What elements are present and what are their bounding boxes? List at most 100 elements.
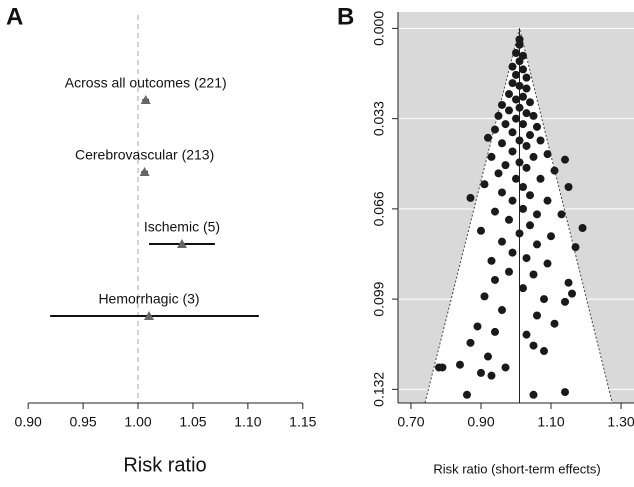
study-point bbox=[526, 98, 535, 107]
study-point bbox=[561, 155, 570, 164]
study-point bbox=[508, 248, 517, 257]
x-tick-label: 0.95 bbox=[69, 414, 96, 430]
x-tick-label: 1.15 bbox=[289, 414, 316, 430]
study-point bbox=[522, 84, 531, 93]
study-point bbox=[540, 347, 549, 356]
x-tick-label: 1.10 bbox=[537, 414, 564, 430]
study-point bbox=[455, 360, 464, 369]
study-point bbox=[480, 180, 489, 189]
study-point bbox=[529, 341, 538, 350]
study-point bbox=[504, 215, 513, 224]
y-tick-label: 0.132 bbox=[371, 372, 387, 407]
y-tick-label: 0.099 bbox=[371, 281, 387, 316]
x-tick-label: 0.90 bbox=[467, 414, 494, 430]
study-point bbox=[476, 368, 485, 377]
study-point bbox=[526, 131, 535, 140]
study-point bbox=[490, 125, 499, 134]
study-point bbox=[522, 141, 531, 150]
study-point bbox=[536, 174, 545, 183]
study-point bbox=[483, 133, 492, 142]
study-point bbox=[487, 152, 496, 161]
study-point bbox=[547, 232, 556, 241]
study-point bbox=[497, 139, 506, 148]
study-point bbox=[543, 150, 552, 159]
study-point bbox=[512, 174, 520, 183]
study-point bbox=[526, 191, 535, 200]
study-point bbox=[490, 275, 499, 284]
point-estimate bbox=[139, 167, 150, 176]
study-point bbox=[466, 193, 475, 202]
row-label: Cerebrovascular (213) bbox=[75, 147, 214, 163]
study-point bbox=[508, 147, 517, 156]
study-point bbox=[501, 161, 510, 170]
study-point bbox=[529, 152, 538, 161]
study-point bbox=[522, 163, 531, 172]
study-point bbox=[497, 100, 506, 109]
study-point bbox=[533, 210, 542, 219]
y-tick-label: 0.066 bbox=[371, 191, 387, 226]
study-point bbox=[473, 322, 482, 331]
study-point bbox=[550, 166, 559, 175]
study-point bbox=[533, 240, 542, 249]
point-estimate bbox=[176, 239, 187, 248]
study-point bbox=[515, 35, 524, 44]
study-point bbox=[529, 270, 538, 279]
study-point bbox=[519, 92, 528, 101]
y-tick-label: 0.000 bbox=[371, 11, 387, 46]
x-axis-label: Risk ratio bbox=[123, 454, 206, 476]
study-point bbox=[564, 182, 573, 191]
study-point bbox=[519, 65, 528, 74]
study-point bbox=[476, 226, 485, 235]
study-point bbox=[550, 319, 559, 328]
study-point bbox=[522, 330, 531, 339]
study-point bbox=[434, 363, 443, 372]
study-point bbox=[508, 196, 517, 205]
study-point bbox=[504, 267, 513, 276]
study-point bbox=[504, 90, 513, 99]
study-point bbox=[504, 106, 513, 115]
study-point bbox=[564, 278, 573, 287]
y-tick-label: 0.033 bbox=[371, 101, 387, 136]
study-point bbox=[512, 70, 520, 79]
study-point bbox=[512, 95, 520, 104]
study-point bbox=[508, 62, 517, 71]
study-point bbox=[533, 122, 542, 131]
study-point bbox=[543, 196, 552, 205]
study-point bbox=[557, 210, 566, 219]
study-point bbox=[522, 254, 531, 263]
study-point bbox=[522, 73, 531, 82]
study-point bbox=[536, 136, 545, 145]
study-point bbox=[490, 207, 499, 216]
study-point bbox=[487, 256, 496, 265]
study-point bbox=[519, 284, 528, 293]
study-point bbox=[540, 295, 549, 304]
study-point bbox=[519, 120, 528, 129]
study-point bbox=[508, 79, 517, 88]
x-tick-label: 1.10 bbox=[234, 414, 261, 430]
x-tick-label: 1.00 bbox=[124, 414, 151, 430]
study-point bbox=[529, 111, 538, 120]
x-tick-label: 0.90 bbox=[15, 414, 42, 430]
study-point bbox=[543, 259, 552, 268]
study-point bbox=[515, 40, 524, 49]
study-point bbox=[526, 221, 535, 230]
x-tick-label: 1.05 bbox=[179, 414, 206, 430]
row-label: Hemorrhagic (3) bbox=[98, 291, 199, 307]
row-label: Across all outcomes (221) bbox=[65, 75, 227, 91]
row-label: Ischemic (5) bbox=[144, 219, 220, 235]
study-point bbox=[515, 103, 524, 112]
panel-label: B bbox=[337, 3, 354, 30]
study-point bbox=[519, 204, 528, 213]
panel-label: A bbox=[6, 3, 23, 30]
study-point bbox=[462, 390, 471, 399]
study-point bbox=[480, 292, 489, 301]
study-point bbox=[529, 390, 538, 399]
study-point bbox=[515, 136, 524, 145]
x-axis-label: Risk ratio (short-term effects) bbox=[433, 461, 600, 476]
study-point bbox=[483, 352, 492, 361]
study-point bbox=[501, 120, 510, 129]
study-point bbox=[522, 109, 531, 118]
study-point bbox=[561, 297, 570, 306]
study-point bbox=[515, 81, 524, 90]
